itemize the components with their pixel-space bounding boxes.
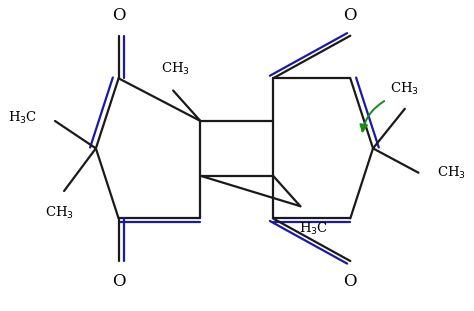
Text: O: O (112, 7, 125, 24)
Text: CH$_3$: CH$_3$ (437, 165, 465, 181)
Text: O: O (344, 273, 357, 290)
Text: CH$_3$: CH$_3$ (391, 81, 419, 97)
Text: O: O (112, 273, 125, 290)
Text: CH$_3$: CH$_3$ (161, 61, 190, 77)
Text: CH$_3$: CH$_3$ (45, 205, 74, 221)
Text: H$_3$C: H$_3$C (8, 110, 37, 126)
Text: O: O (344, 7, 357, 24)
Text: H$_3$C: H$_3$C (299, 221, 328, 237)
